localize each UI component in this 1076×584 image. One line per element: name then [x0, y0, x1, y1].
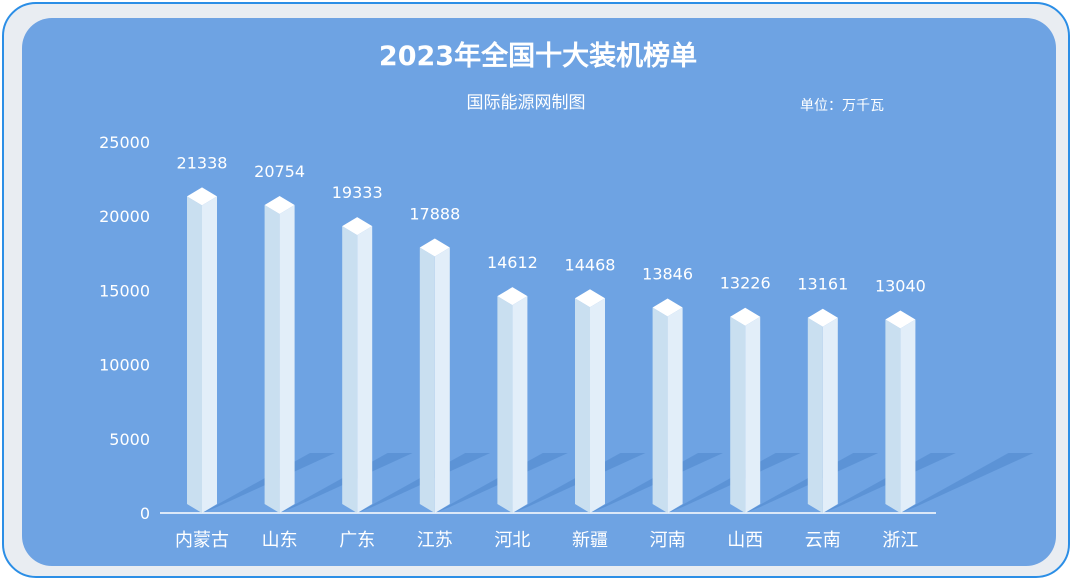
y-tick-label: 25000 — [99, 133, 150, 152]
bar-right-face — [822, 317, 838, 513]
value-label: 13846 — [642, 265, 693, 284]
bar-right-face — [279, 205, 295, 514]
category-label: 广东 — [339, 530, 375, 551]
chart-subtitle: 国际能源网制图 — [466, 93, 586, 113]
y-tick-label: 5000 — [109, 430, 150, 449]
bar-shadow — [900, 453, 1034, 513]
bar-left-face — [885, 319, 901, 513]
bar-right-face — [900, 319, 916, 513]
bar-right-face — [745, 316, 761, 513]
bar-left-face — [187, 196, 202, 513]
value-label: 21338 — [177, 153, 228, 172]
bar-top-cap — [264, 196, 295, 215]
bar-left-face — [264, 205, 280, 514]
unit-label: 单位：万千瓦 — [800, 98, 884, 114]
y-tick-label: 20000 — [99, 207, 150, 226]
category-label: 云南 — [805, 530, 841, 551]
value-label: 13226 — [720, 274, 771, 293]
bar-left-face — [807, 317, 823, 513]
value-label: 20754 — [254, 162, 305, 181]
chart-title: 2023年全国十大装机榜单 — [378, 41, 698, 72]
bar-left-face — [419, 247, 435, 513]
value-label: 14612 — [487, 253, 538, 272]
category-label: 浙江 — [882, 530, 918, 551]
bar-top-cap — [497, 287, 528, 306]
bar-top-cap — [652, 298, 683, 317]
category-label: 山西 — [727, 530, 763, 551]
bar-left-face — [730, 316, 746, 513]
y-axis: 0 5000 10000 15000 20000 25000 — [99, 133, 150, 523]
bar-top-cap — [730, 307, 761, 326]
bars — [187, 187, 916, 514]
value-labels: 21338 20754 19333 17888 14612 14468 13846 13226… — [177, 153, 926, 295]
bar-right-face — [202, 196, 217, 513]
value-label: 19333 — [332, 183, 383, 202]
category-labels: 内蒙古 山东 广东 江苏 河北 新疆 河南 山西 云南 浙江 — [175, 530, 918, 551]
bar-left-face — [497, 296, 513, 513]
bar-top-cap — [807, 308, 838, 327]
category-label: 山东 — [262, 530, 298, 551]
category-label: 江苏 — [417, 530, 453, 551]
bar-left-face — [652, 307, 668, 513]
bar-right-face — [667, 307, 683, 513]
bar-right-face — [357, 226, 373, 514]
category-label: 新疆 — [572, 530, 608, 551]
value-label: 13040 — [875, 276, 926, 295]
bar-right-face — [590, 298, 605, 513]
category-label: 内蒙古 — [175, 530, 229, 551]
bar-top-cap — [885, 310, 916, 329]
bar-right-face — [434, 247, 450, 513]
bar-right-face — [512, 296, 528, 513]
y-tick-label: 10000 — [99, 356, 150, 375]
y-tick-label: 0 — [140, 504, 150, 523]
category-label: 河北 — [494, 530, 530, 551]
category-label: 河南 — [650, 530, 686, 551]
y-tick-label: 15000 — [99, 281, 150, 300]
value-label: 17888 — [409, 205, 460, 224]
bar-left-face — [575, 298, 590, 513]
bar-left-face — [342, 226, 358, 514]
bar-top-cap — [187, 187, 217, 206]
value-label: 14468 — [565, 255, 616, 274]
bar-top-cap — [342, 217, 373, 236]
bar-top-cap — [419, 238, 450, 257]
value-label: 13161 — [797, 275, 848, 294]
bar-top-cap — [575, 289, 605, 308]
